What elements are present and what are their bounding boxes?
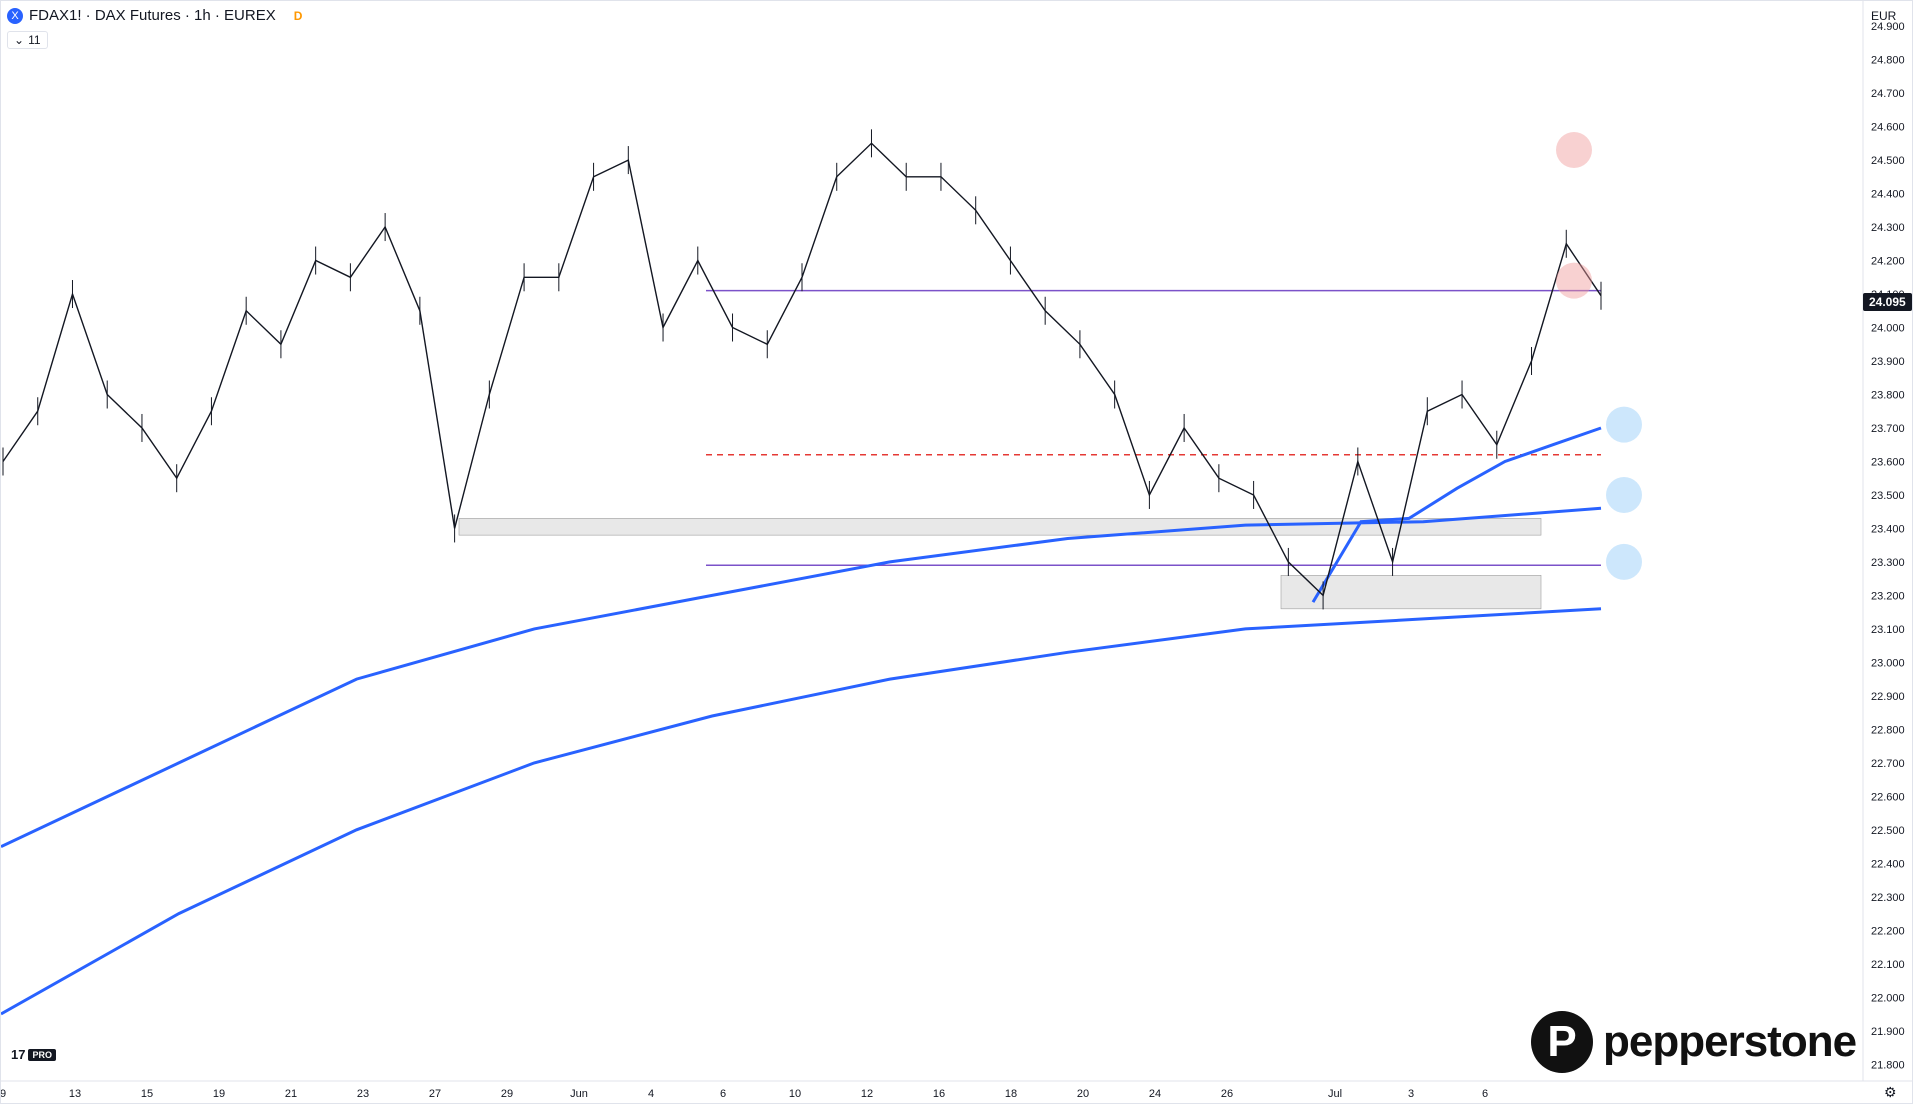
x-tick-label: 24 xyxy=(1149,1088,1161,1100)
x-tick-label: 19 xyxy=(213,1088,225,1100)
y-tick-label: 23.900 xyxy=(1871,356,1905,368)
symbol-icon[interactable]: X xyxy=(7,7,23,24)
y-tick-label: 22.200 xyxy=(1871,925,1905,937)
y-tick-label: 23.800 xyxy=(1871,389,1905,401)
x-tick-label: 29 xyxy=(501,1088,513,1100)
x-tick-label: 20 xyxy=(1077,1088,1089,1100)
y-tick-label: 24.700 xyxy=(1871,88,1905,100)
x-tick-label: Jun xyxy=(570,1088,588,1100)
x-tick-label: 6 xyxy=(720,1088,726,1100)
y-tick-label: 22.700 xyxy=(1871,758,1905,770)
y-tick-label: 22.500 xyxy=(1871,825,1905,837)
x-tick-label: 6 xyxy=(1482,1088,1488,1100)
indicator-count: 11 xyxy=(28,33,41,47)
y-tick-label: 24.500 xyxy=(1871,155,1905,167)
x-tick-label: 4 xyxy=(648,1088,654,1100)
currency-label[interactable]: EUR xyxy=(1871,9,1897,23)
x-tick-label: 10 xyxy=(789,1088,801,1100)
x-tick-label: 26 xyxy=(1221,1088,1233,1100)
indicator-toggle-button[interactable]: ⌄ 11 xyxy=(7,31,48,49)
support-zone xyxy=(458,518,1542,536)
x-tick-label: 9 xyxy=(1,1088,6,1100)
marker-bubble xyxy=(1606,543,1642,580)
y-tick-label: 23.100 xyxy=(1871,624,1905,636)
y-tick-label: 24.200 xyxy=(1871,256,1905,268)
marker-bubble xyxy=(1556,262,1592,299)
x-tick-label: 18 xyxy=(1005,1088,1017,1100)
pepperstone-mark: P xyxy=(1531,1011,1593,1073)
pepperstone-logo: P pepperstone xyxy=(1531,1011,1857,1073)
y-tick-label: 24.600 xyxy=(1871,122,1905,134)
tradingview-logo[interactable]: 17 PRO xyxy=(11,1047,56,1062)
y-tick-label: 24.400 xyxy=(1871,189,1905,201)
x-tick-label: 23 xyxy=(357,1088,369,1100)
vwap-lower-band-2 xyxy=(1,607,1602,1016)
y-tick-label: 23.400 xyxy=(1871,523,1905,535)
y-tick-label: 23.200 xyxy=(1871,590,1905,602)
y-tick-label: 23.300 xyxy=(1871,557,1905,569)
delay-badge[interactable]: D xyxy=(293,8,303,23)
y-tick-label: 24.000 xyxy=(1871,323,1905,335)
chevron-down-icon: ⌄ xyxy=(14,33,25,47)
y-tick-label: 23.600 xyxy=(1871,456,1905,468)
tradingview-tier: PRO xyxy=(28,1048,56,1061)
vwap-recent-band xyxy=(1311,426,1602,603)
gear-icon[interactable]: ⚙ xyxy=(1884,1084,1897,1100)
chart-title[interactable]: FDAX1! · DAX Futures · 1h · EUREX xyxy=(29,7,276,24)
vwap-lower-band-1 xyxy=(1,506,1602,848)
x-tick-label: 15 xyxy=(141,1088,153,1100)
y-tick-label: 22.600 xyxy=(1871,791,1905,803)
marker-bubble xyxy=(1556,132,1592,169)
y-tick-label: 22.800 xyxy=(1871,724,1905,736)
y-tick-label: 24.900 xyxy=(1871,21,1905,33)
chart-header: X FDAX1! · DAX Futures · 1h · EUREX D xyxy=(7,7,302,24)
y-tick-label: 24.300 xyxy=(1871,222,1905,234)
y-tick-label: 23.000 xyxy=(1871,657,1905,669)
y-tick-label: 22.400 xyxy=(1871,858,1905,870)
x-tick-label: 21 xyxy=(285,1088,297,1100)
y-tick-label: 23.700 xyxy=(1871,423,1905,435)
x-tick-label: 12 xyxy=(861,1088,873,1100)
last-price-badge: 24.095 xyxy=(1863,293,1912,311)
y-tick-label: 21.900 xyxy=(1871,1026,1905,1038)
y-tick-label: 21.800 xyxy=(1871,1059,1905,1071)
y-tick-label: 22.300 xyxy=(1871,892,1905,904)
x-tick-label: 27 xyxy=(429,1088,441,1100)
x-tick-label: 16 xyxy=(933,1088,945,1100)
marker-bubble xyxy=(1606,476,1642,513)
y-tick-label: 22.100 xyxy=(1871,959,1905,971)
y-tick-label: 23.500 xyxy=(1871,490,1905,502)
x-tick-label: 13 xyxy=(69,1088,81,1100)
y-tick-label: 24.800 xyxy=(1871,55,1905,67)
pepperstone-wordmark: pepperstone xyxy=(1603,1017,1857,1066)
y-tick-label: 22.900 xyxy=(1871,691,1905,703)
marker-bubble xyxy=(1606,406,1642,443)
y-tick-label: 22.000 xyxy=(1871,992,1905,1004)
x-tick-label: 3 xyxy=(1408,1088,1414,1100)
x-tick-label: Jul xyxy=(1328,1088,1342,1100)
tradingview-mark: 17 xyxy=(11,1047,26,1062)
